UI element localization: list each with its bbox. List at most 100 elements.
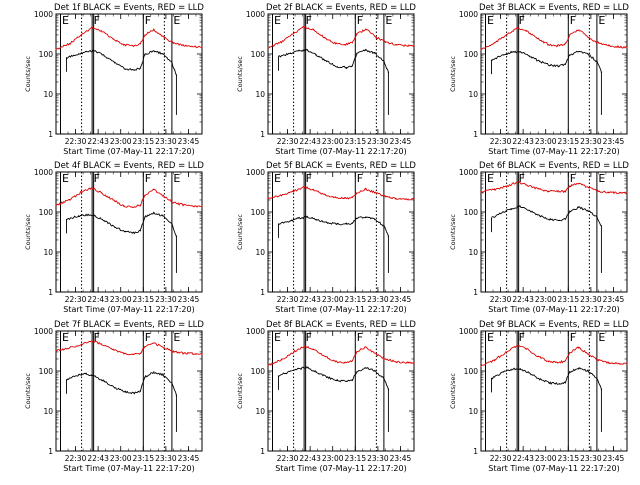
y-axis-label: Counts/sec [449, 214, 457, 250]
lld-series-line [55, 340, 203, 356]
y-axis-label: Counts/sec [24, 214, 32, 250]
events-data-point [596, 377, 598, 380]
marker-label: E [173, 172, 180, 185]
events-data-point [345, 223, 347, 225]
lld-data-point [395, 44, 397, 46]
events-series-line [278, 366, 389, 390]
events-data-point [569, 371, 571, 373]
plot-frame [480, 171, 628, 293]
x-tick-label: 23:00 [110, 137, 132, 146]
marker-label: F [570, 14, 576, 27]
events-data-point [289, 370, 292, 372]
lld-data-point [620, 192, 622, 194]
events-series-line [491, 50, 602, 73]
lld-data-point [407, 198, 409, 200]
x-tick-label: 23:45 [603, 295, 625, 304]
marker-label: E [173, 331, 180, 344]
lld-data-point [608, 191, 610, 193]
x-tick-label: 22:43 [299, 295, 321, 304]
events-data-point [528, 55, 530, 57]
x-tick-label: 23:30 [155, 454, 177, 463]
x-tick-label: 23:30 [580, 295, 602, 304]
x-tick-label: 23:45 [390, 295, 412, 304]
x-axis-label: Start Time (07-May-11 22:17:20) [275, 464, 406, 473]
x-tick-label: 23:15 [132, 295, 154, 304]
events-data-point [315, 371, 317, 373]
lld-data-point [201, 353, 203, 355]
lld-data-point [537, 188, 539, 190]
events-data-point [139, 230, 141, 232]
y-tick-label: 1000 [246, 327, 265, 336]
lld-data-point [525, 184, 527, 186]
marker-label: F [145, 14, 151, 27]
lld-data-point [303, 26, 305, 28]
lld-data-point [356, 192, 358, 194]
lld-data-point [597, 359, 600, 361]
events-data-point [326, 376, 328, 378]
y-tick-label: 1 [260, 130, 265, 139]
x-tick-label: 22:30 [65, 295, 87, 304]
lld-data-point [344, 44, 346, 46]
lld-data-point [569, 34, 571, 36]
events-data-point [558, 383, 560, 385]
lld-data-point [395, 361, 397, 363]
panel-title: Det 2f BLACK = Events, RED = LLD [266, 3, 416, 13]
lld-data-point [335, 43, 337, 45]
x-tick-label: 22:43 [299, 454, 321, 463]
marker-label: F [570, 172, 576, 185]
events-series-line [66, 211, 177, 237]
x-tick-label: 22:43 [512, 454, 534, 463]
x-tick-label: 22:30 [65, 454, 87, 463]
events-data-point [315, 218, 317, 221]
lld-data-point [183, 352, 185, 354]
lld-data-point [608, 362, 610, 364]
x-tick-label: 23:45 [390, 137, 412, 146]
x-tick-label: 22:43 [512, 137, 534, 146]
lld-data-point [68, 199, 71, 201]
marker-label: F [94, 331, 100, 344]
lld-data-point [351, 196, 353, 199]
events-data-point [336, 223, 338, 225]
y-tick-label: 1000 [246, 168, 265, 177]
events-data-point [139, 390, 141, 392]
lld-data-point [413, 45, 415, 47]
lld-data-point [312, 29, 314, 31]
events-data-point [564, 218, 566, 220]
y-tick-label: 1 [473, 130, 478, 139]
lld-data-point [365, 28, 367, 30]
y-axis-label: Counts/sec [236, 214, 244, 250]
panel-det-3f: Det 3f BLACK = Events, RED = LLD 1 10 100 10… [449, 3, 629, 156]
y-tick-label: 10 [255, 407, 265, 416]
lld-data-point [153, 188, 155, 190]
marker-label: F [519, 172, 525, 185]
x-axis-label: Start Time (07-May-11 22:17:20) [275, 147, 406, 156]
lld-data-point [480, 48, 482, 51]
y-tick-label: 100 [464, 367, 479, 376]
events-data-point [326, 60, 328, 63]
lld-series-line [480, 181, 628, 195]
panel-det-1f: Det 1f BLACK = Events, RED = LLD 1 10 100 10… [24, 3, 204, 156]
events-data-point [124, 231, 126, 233]
lld-data-point [480, 191, 482, 193]
events-data-point [549, 64, 551, 66]
lld-data-point [183, 204, 185, 206]
y-tick-label: 100 [464, 50, 479, 59]
marker-label: E [385, 172, 392, 185]
x-axis-label: Start Time (07-May-11 22:17:20) [488, 147, 619, 156]
events-data-point [502, 54, 505, 56]
marker-label: F [357, 14, 363, 27]
events-data-point [77, 215, 80, 217]
x-tick-label: 23:30 [580, 454, 602, 463]
events-data-point [587, 370, 589, 372]
x-tick-label: 23:30 [367, 295, 389, 304]
lld-data-point [201, 205, 203, 207]
x-tick-label: 23:45 [390, 454, 412, 463]
marker-label: E [487, 172, 494, 185]
events-data-point [94, 215, 96, 217]
lld-data-point [312, 189, 314, 191]
x-tick-label: 22:43 [512, 295, 534, 304]
x-tick-label: 23:30 [155, 137, 177, 146]
marker-label: F [94, 172, 100, 185]
x-tick-label: 23:00 [535, 454, 557, 463]
lld-data-point [153, 342, 155, 344]
